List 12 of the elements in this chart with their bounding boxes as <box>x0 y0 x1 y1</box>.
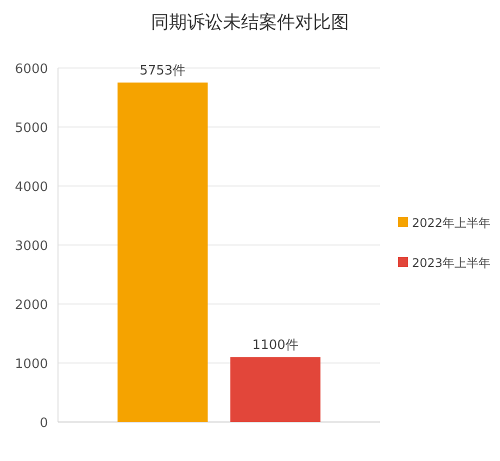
legend-label: 2023年上半年 <box>412 256 491 270</box>
y-tick-label: 5000 <box>14 121 48 136</box>
chart-title: 同期诉讼未结案件对比图 <box>151 12 349 33</box>
data-label: 5753件 <box>140 64 186 79</box>
y-tick-label: 2000 <box>14 298 48 313</box>
y-tick-label: 6000 <box>14 62 48 77</box>
y-tick-label: 0 <box>40 416 48 431</box>
y-tick-label: 3000 <box>14 239 48 254</box>
legend-label: 2022年上半年 <box>412 216 491 230</box>
data-label: 1100件 <box>252 338 298 354</box>
y-tick-label: 4000 <box>14 180 48 195</box>
y-tick-label: 1000 <box>14 357 48 372</box>
